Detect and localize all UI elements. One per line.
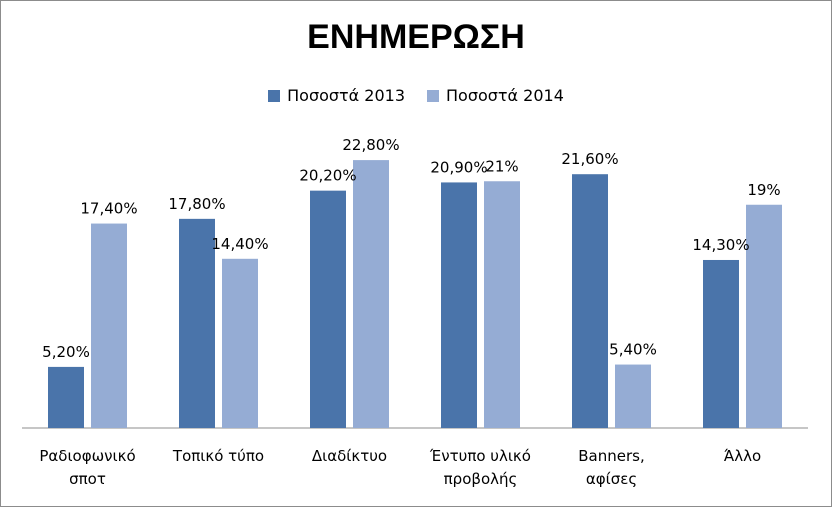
bar-2014-5 — [746, 204, 782, 428]
legend-swatch-2013 — [268, 89, 281, 102]
category-label-3-line-0: Έντυπο υλικό — [429, 447, 531, 465]
category-label-1-line-0: Τοπικό τύπο — [172, 447, 264, 465]
data-label-2013-5: 14,30% — [692, 236, 749, 254]
data-label-2014-4: 5,40% — [609, 341, 657, 359]
legend-swatch-2014 — [427, 89, 439, 102]
data-label-2014-1: 14,40% — [211, 235, 268, 253]
data-label-2013-0: 5,20% — [42, 343, 90, 361]
category-label-4-line-0: Banners, — [578, 447, 644, 465]
category-label-4-line-1: αφίσες — [586, 470, 637, 488]
bar-2014-1 — [222, 258, 258, 428]
category-label-5-line-0: Άλλο — [724, 447, 761, 465]
bar-2014-2 — [353, 160, 389, 428]
data-label-2013-4: 21,60% — [561, 150, 618, 168]
bars-group — [48, 160, 782, 428]
category-label-0-line-0: Ραδιοφωνικό — [39, 447, 135, 465]
bar-2014-3 — [484, 181, 520, 428]
data-label-2014-5: 19% — [747, 181, 780, 199]
chart-legend: Ποσοστά 2013 Ποσοστά 2014 — [0, 86, 832, 105]
data-label-2014-0: 17,40% — [80, 200, 137, 218]
bar-2014-0 — [91, 223, 127, 428]
chart-title: ΕΝΗΜΕΡΩΣΗ — [307, 18, 525, 56]
category-label-3-line-1: προβολής — [444, 470, 518, 488]
bar-2013-5 — [703, 259, 739, 428]
category-label-0-line-1: σποτ — [69, 470, 106, 488]
bar-2013-0 — [48, 366, 84, 428]
bar-2014-4 — [615, 364, 651, 428]
bar-2013-2 — [310, 190, 346, 428]
data-label-2013-1: 17,80% — [168, 195, 225, 213]
category-labels-group: Ραδιοφωνικό σποτ Τοπικό τύπο Διαδίκτυο Έντυπ… — [39, 447, 761, 488]
legend-item-2013: Ποσοστά 2013 — [268, 86, 405, 105]
data-label-2013-3: 20,90% — [430, 158, 487, 176]
category-label-2-line-0: Διαδίκτυο — [312, 447, 387, 465]
legend-label-2014: Ποσοστά 2014 — [446, 86, 564, 105]
data-label-2014-3: 21% — [485, 157, 518, 175]
legend-label-2013: Ποσοστά 2013 — [287, 86, 405, 105]
data-label-2014-2: 22,80% — [342, 136, 399, 154]
bar-2013-1 — [179, 218, 215, 428]
bar-2013-3 — [441, 182, 477, 428]
bar-2013-4 — [572, 174, 608, 428]
data-labels-group: 5,20% 17,40% 17,80% 14,40% 20,20% 22,80% 20,90… — [42, 136, 781, 361]
data-label-2013-2: 20,20% — [299, 167, 356, 185]
legend-item-2014: Ποσοστά 2014 — [427, 86, 564, 105]
